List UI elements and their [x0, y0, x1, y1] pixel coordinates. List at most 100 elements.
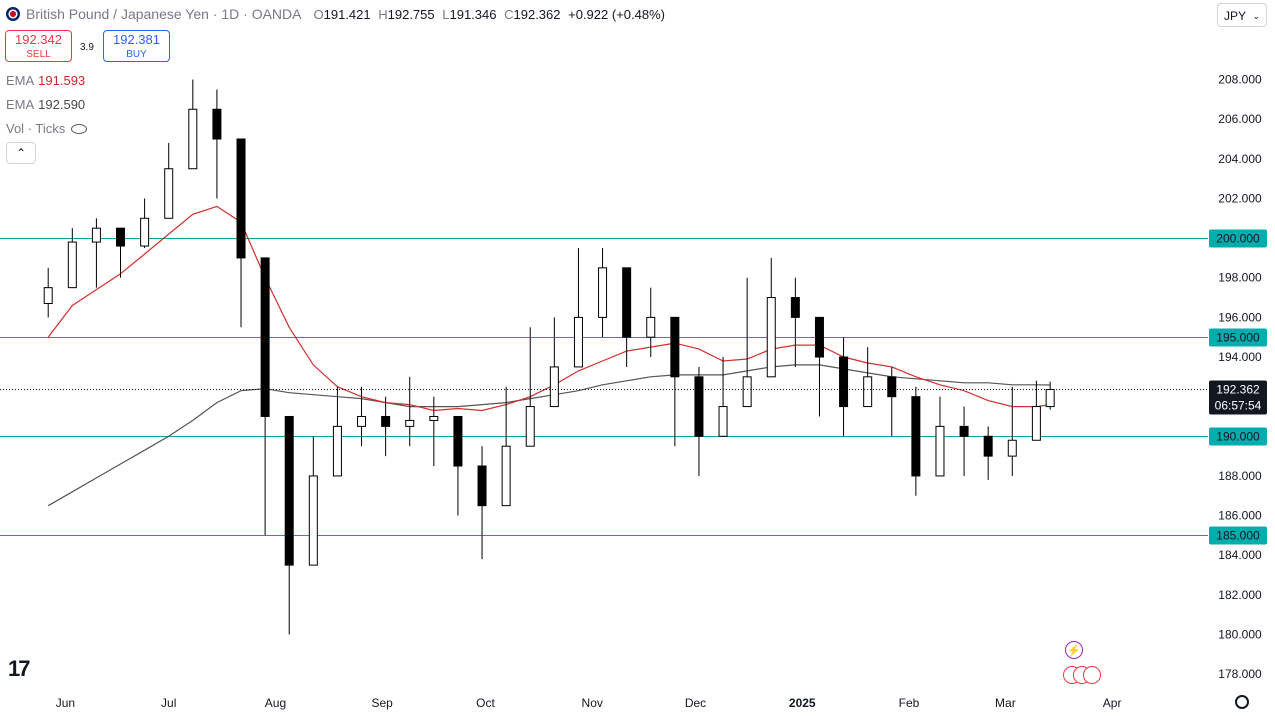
level-label: 185.000 — [1216, 529, 1260, 543]
buy-price: 192.381 — [113, 32, 160, 47]
lightning-icon[interactable]: ⚡ — [1065, 641, 1083, 659]
candle-body — [381, 415, 391, 427]
settings-gear-icon[interactable] — [1235, 695, 1249, 709]
current-price-marker: 192.362 06:57:54 — [0, 380, 1267, 415]
eye-hidden-icon[interactable] — [71, 124, 88, 134]
candle-body — [670, 316, 680, 378]
current-price-label-bg — [1209, 380, 1267, 415]
level-label-bg — [1209, 328, 1267, 347]
candle-body — [140, 217, 150, 247]
collapse-legend-button[interactable]: ⌃ — [6, 142, 36, 164]
tradingview-logo[interactable]: 17 — [8, 656, 31, 681]
level-label: 200.000 — [1216, 232, 1260, 246]
x-axis: Jun Jul Aug Sep Oct Nov Dec 2025 Feb Mar Apr — [56, 696, 1122, 710]
x-tick-label: Jun — [56, 696, 75, 710]
candle-body — [212, 108, 222, 140]
sell-button[interactable]: 192.342 SELL — [5, 30, 72, 62]
x-tick-label: Aug — [265, 696, 286, 710]
candle-body — [164, 168, 174, 219]
gbp-jpy-flag-icon — [6, 7, 20, 21]
candle-body — [983, 435, 993, 457]
level-label-bg — [1209, 229, 1267, 248]
candle-body — [718, 406, 728, 437]
x-tick-label: Jul — [161, 696, 176, 710]
y-tick-label: 202.000 — [1218, 191, 1262, 205]
candle-body — [91, 227, 101, 243]
candle-body — [477, 465, 487, 507]
currency-selector[interactable]: JPY ⌄ — [1217, 3, 1267, 27]
candle-body — [911, 396, 921, 477]
candle-body — [332, 425, 342, 477]
sell-price: 192.342 — [15, 32, 62, 47]
candle-body — [887, 376, 897, 398]
x-tick-label: Oct — [476, 696, 495, 710]
candle-body — [284, 415, 294, 566]
chevron-down-icon: ⌄ — [1252, 11, 1260, 21]
change-value: +0.922 (+0.48%) — [568, 6, 665, 22]
candle-body — [766, 297, 776, 378]
close-key: C — [504, 6, 514, 22]
sell-label: SELL — [26, 49, 51, 60]
x-tick-label: Apr — [1103, 696, 1122, 710]
ema-fast-series — [47, 205, 1051, 412]
symbol-title[interactable]: British Pound / Japanese Yen · 1D · OAND… — [26, 6, 302, 22]
high-key: H — [378, 6, 388, 22]
candle-body — [863, 376, 873, 408]
candle-body — [814, 316, 824, 358]
candle-body — [646, 316, 656, 338]
candle-body — [935, 425, 945, 477]
ema-slow-series — [47, 364, 1051, 507]
y-tick-label: 196.000 — [1218, 310, 1262, 324]
spread-value: 3.9 — [80, 42, 94, 53]
y-tick-label: 178.000 — [1218, 667, 1262, 681]
ema-fast-line — [47, 205, 1051, 412]
y-tick-label: 208.000 — [1218, 73, 1262, 87]
x-tick-label: 2025 — [789, 696, 816, 710]
candle-body — [622, 267, 632, 338]
candle-body — [694, 376, 704, 437]
high-value: 192.755 — [387, 6, 435, 22]
ema-fast-legend[interactable]: EMA 191.593 — [6, 73, 85, 88]
level-label: 190.000 — [1216, 430, 1260, 444]
y-tick-label: 204.000 — [1218, 152, 1262, 166]
buy-button[interactable]: 192.381 BUY — [103, 30, 170, 62]
candle-body — [959, 425, 969, 437]
x-tick-label: Dec — [685, 696, 706, 710]
candle-body — [790, 297, 800, 318]
buy-label: BUY — [126, 49, 147, 60]
ema-fast-value: 191.593 — [38, 73, 86, 88]
candle-body — [1045, 389, 1055, 408]
y-axis: 178.000 180.000 182.000 184.000 186.000 188.0… — [1218, 73, 1262, 682]
candle-body — [742, 376, 752, 408]
candle-body — [1031, 406, 1041, 441]
level-label-bg — [1209, 427, 1267, 446]
y-tick-label: 186.000 — [1218, 509, 1262, 523]
candle-body — [429, 415, 439, 421]
volume-legend[interactable]: Vol · Ticks — [6, 121, 88, 136]
candle-body — [839, 356, 849, 408]
chevron-up-icon: ⌃ — [15, 146, 27, 160]
candle-body — [405, 419, 415, 427]
candle-body — [357, 415, 367, 427]
ema-fast-label: EMA — [6, 73, 35, 88]
candle-body — [116, 227, 126, 247]
x-tick-label: Mar — [995, 696, 1016, 710]
x-tick-label: Nov — [582, 696, 603, 710]
candle-body — [501, 445, 511, 507]
horizontal-levels[interactable]: 200.000 195.000 190.000 185.000 — [0, 229, 1267, 545]
y-tick-label: 206.000 — [1218, 112, 1262, 126]
low-value: 191.346 — [449, 6, 497, 22]
ohlc-values: O191.421 H192.755 L191.346 C192.362 +0.9… — [309, 7, 665, 22]
candlestick-series — [43, 79, 1055, 635]
ema-slow-value: 192.590 — [38, 97, 86, 112]
ema-slow-legend[interactable]: EMA 192.590 — [6, 97, 85, 112]
events-flags-icon[interactable] — [1063, 666, 1107, 686]
ema-slow-label: EMA — [6, 97, 35, 112]
candle-body — [43, 287, 53, 305]
candle-body — [549, 366, 559, 408]
ema-slow-line — [47, 364, 1051, 507]
y-tick-label: 198.000 — [1218, 271, 1262, 285]
current-price-label: 192.362 — [1216, 383, 1260, 397]
candle-body — [525, 406, 535, 447]
